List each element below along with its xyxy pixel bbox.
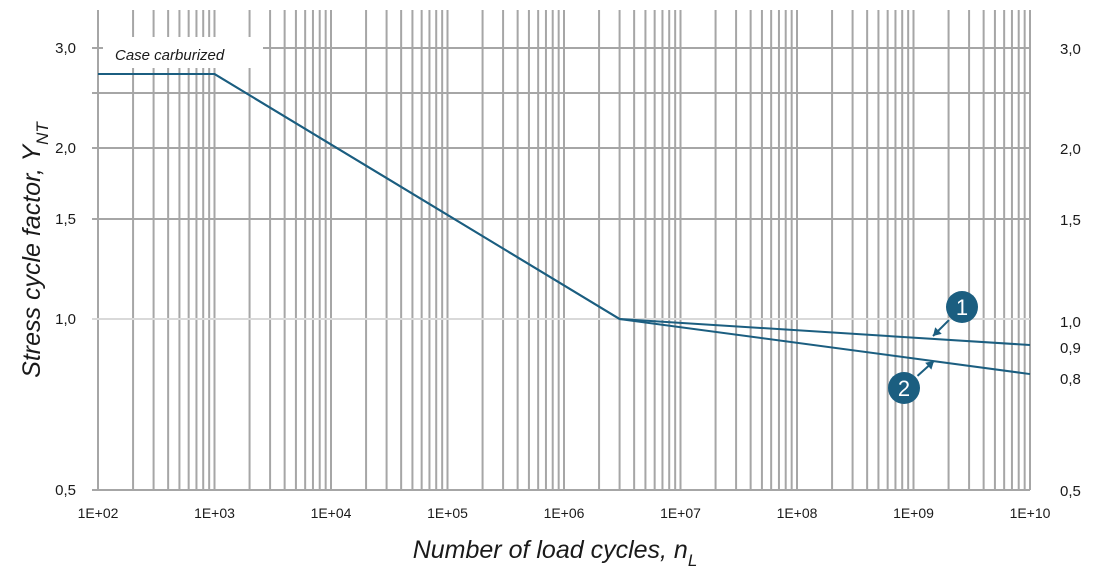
y-tick-label-right: 1,0 — [1060, 314, 1081, 331]
tick-labels: 1E+02 1E+03 1E+04 1E+05 1E+06 1E+07 1E+08 1E+09… — [55, 40, 1081, 521]
markers: 12 — [888, 291, 978, 404]
y-tick-label-right: 2,0 — [1060, 141, 1081, 158]
x-tick-label: 1E+10 — [1010, 505, 1051, 521]
y-axis-label-text: Stress cycle factor, Y — [18, 143, 46, 378]
y-tick-label-left: 1,0 — [55, 311, 76, 328]
annotation-case-carburized: Case carburized — [115, 47, 225, 64]
y-tick-label-left: 0,5 — [55, 482, 76, 499]
x-tick-label: 1E+06 — [544, 505, 585, 521]
marker-circle — [888, 372, 920, 404]
y-tick-label-left: 3,0 — [55, 40, 76, 57]
x-tick-label: 1E+05 — [427, 505, 468, 521]
y-axis-label: Stress cycle factor, YNT — [18, 121, 52, 378]
x-tick-label: 1E+09 — [893, 505, 934, 521]
annotation-box: Case carburized — [103, 37, 263, 68]
marker-1: 1 — [932, 291, 978, 337]
marker-2: 2 — [888, 360, 935, 404]
y-tick-label-left: 1,5 — [55, 211, 76, 228]
y-tick-label-right: 0,5 — [1060, 483, 1081, 500]
grid — [92, 10, 1031, 491]
y-axis-label-sub: NT — [33, 121, 52, 145]
x-tick-label: 1E+04 — [311, 505, 352, 521]
y-tick-label-right: 0,9 — [1060, 340, 1081, 357]
marker-arrow-head — [933, 327, 942, 336]
marker-circle — [946, 291, 978, 323]
series-line-2 — [98, 73, 1031, 376]
x-tick-label: 1E+03 — [194, 505, 235, 521]
series — [98, 73, 1031, 376]
x-tick-label: 1E+07 — [660, 505, 701, 521]
x-axis-label-sub: L — [688, 551, 697, 570]
x-axis-label: Number of load cycles, nL — [413, 536, 698, 570]
y-tick-label-left: 2,0 — [55, 140, 76, 157]
x-axis-label-text: Number of load cycles, n — [413, 536, 688, 564]
y-tick-label-right: 1,5 — [1060, 212, 1081, 229]
marker-label: 1 — [956, 295, 968, 320]
marker-arrow-head — [925, 361, 934, 370]
x-tick-label: 1E+02 — [78, 505, 119, 521]
x-tick-label: 1E+08 — [777, 505, 818, 521]
y-tick-label-right: 3,0 — [1060, 41, 1081, 58]
y-tick-label-right: 0,8 — [1060, 371, 1081, 388]
marker-label: 2 — [898, 376, 910, 401]
